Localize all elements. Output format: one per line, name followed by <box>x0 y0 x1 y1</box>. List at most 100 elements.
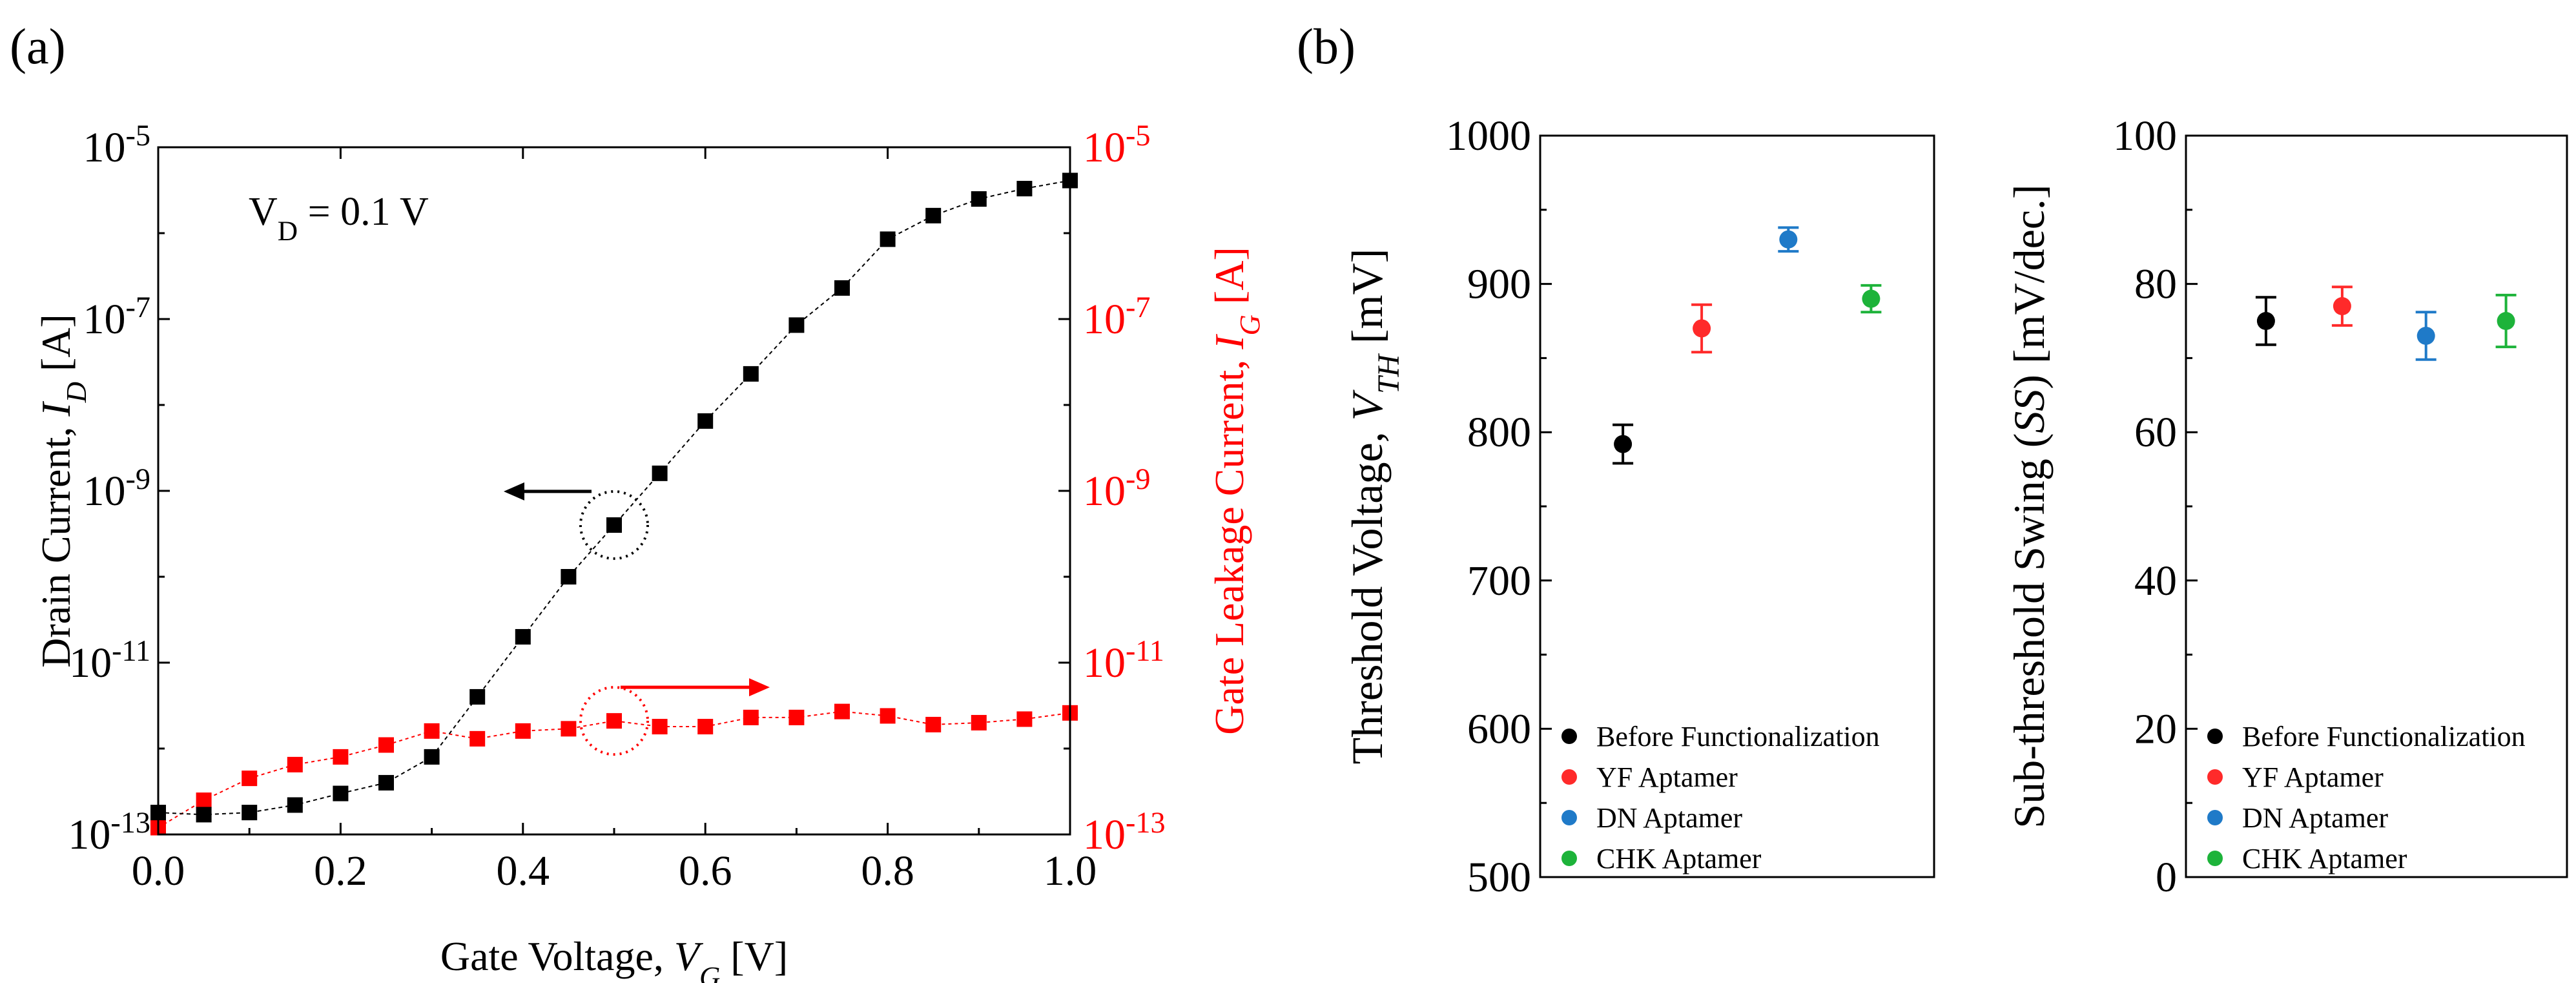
y-tick-label-left: 10-11 <box>69 634 150 687</box>
gate-current-point <box>743 709 759 725</box>
x-tick-label: 0.4 <box>497 847 550 895</box>
y-tick-label-right: 10-7 <box>1083 291 1150 344</box>
drain-current-point <box>333 785 349 802</box>
y-tick-label: 800 <box>1467 409 1531 456</box>
legend-label: CHK Aptamer <box>1596 843 1762 874</box>
y-axis-label: Sub-threshold Swing (SS) [mV/dec.] <box>2004 184 2054 828</box>
legend-marker <box>1561 729 1577 744</box>
y-tick-label-right: 10-5 <box>1083 119 1150 172</box>
y-tick-label: 500 <box>1467 854 1531 901</box>
gate-current-line <box>158 710 1071 829</box>
x-tick-label: 0.6 <box>679 847 732 895</box>
subthreshold-swing-chart: 0 20 40 60 80 100 Before Functionalization YF A… <box>2004 112 2568 901</box>
data-point <box>2416 326 2435 345</box>
drain-current-point <box>242 805 258 821</box>
legend-marker <box>1561 851 1577 866</box>
drain-current-point <box>378 774 394 791</box>
y-tick-label-left: 10-7 <box>83 291 150 344</box>
gate-current-point <box>561 721 577 737</box>
drain-highlight-circle <box>579 490 649 560</box>
y-tick-label: 1000 <box>1446 112 1531 160</box>
y-tick-label: 700 <box>1467 557 1531 605</box>
drain-current-point <box>561 569 577 585</box>
y-tick-label: 60 <box>2134 409 2177 456</box>
data-point <box>2256 312 2275 330</box>
drain-current-point <box>880 231 896 247</box>
y-tick-label: 40 <box>2134 557 2177 605</box>
legend-label: YF Aptamer <box>2242 761 2384 793</box>
legend-label: Before Functionalization <box>1596 721 1880 752</box>
legend-label: DN Aptamer <box>1596 802 1742 834</box>
gate-current-point <box>1016 711 1033 727</box>
y-tick-label-right: 10-9 <box>1083 462 1150 515</box>
y-tick-label: 600 <box>1467 705 1531 752</box>
gate-current-point <box>515 723 531 739</box>
gate-current-point <box>834 703 850 719</box>
gate-highlight-circle <box>579 686 649 756</box>
data-point <box>2497 312 2515 330</box>
x-tick-label: 1.0 <box>1044 847 1097 895</box>
drain-current-point <box>287 797 303 813</box>
data-point <box>1614 435 1633 453</box>
gate-axis-arrowhead <box>749 678 770 697</box>
y-tick-label: 100 <box>2113 112 2177 160</box>
x-axis-label: Gate Voltage, VG [V] <box>440 933 788 983</box>
drain-current-point <box>971 191 987 207</box>
drain-current-point <box>469 688 486 705</box>
gate-current-point <box>378 737 394 753</box>
data-point <box>1693 319 1711 338</box>
gate-current-point <box>469 730 486 747</box>
drain-current-point <box>743 366 759 382</box>
drain-current-point <box>606 517 622 533</box>
gate-current-point <box>287 756 303 772</box>
gate-current-point <box>971 714 987 730</box>
x-tick-label: 0.2 <box>314 847 367 895</box>
drain-current-point <box>925 207 942 223</box>
vd-annotation: VD = 0.1 V <box>249 190 429 247</box>
drain-current-point <box>834 280 850 296</box>
data-point <box>2333 297 2351 316</box>
legend-marker <box>2207 851 2223 866</box>
legend-marker <box>2207 810 2223 825</box>
legend-label: YF Aptamer <box>1596 761 1738 793</box>
drain-current-point <box>652 465 668 481</box>
y-tick-label: 80 <box>2134 261 2177 308</box>
legend-marker <box>1561 810 1577 825</box>
drain-current-point <box>515 628 531 645</box>
legend-label: DN Aptamer <box>2242 802 2388 834</box>
y-tick-label-left: 10-9 <box>83 462 150 515</box>
y-axis-label-right: Gate Leakage Current, IG [A] <box>1206 247 1266 735</box>
y-axis-label: Threshold Voltage, VTH [mV] <box>1343 249 1406 765</box>
gate-current-point <box>424 723 440 739</box>
legend-label: Before Functionalization <box>2242 721 2526 752</box>
gate-current-point <box>196 792 212 809</box>
gate-current-point <box>697 719 714 735</box>
gate-current-point <box>652 719 668 735</box>
gate-current-point <box>788 709 805 725</box>
gate-current-point <box>333 749 349 765</box>
y-tick-label: 20 <box>2134 705 2177 752</box>
gate-current-point <box>606 713 622 729</box>
y-tick-label-left: 10-5 <box>83 119 150 172</box>
x-tick-label: 0.8 <box>861 847 914 895</box>
legend-label: CHK Aptamer <box>2242 843 2407 874</box>
drain-current-point <box>697 413 714 429</box>
gate-current-point <box>925 716 942 732</box>
panel-a-label: (a) <box>10 18 66 74</box>
legend-marker <box>1561 769 1577 785</box>
y-tick-label-right: 10-11 <box>1083 634 1164 687</box>
y-tick-label-left: 10-13 <box>68 806 150 859</box>
y-tick-label: 900 <box>1467 261 1531 308</box>
y-tick-label-right: 10-13 <box>1083 806 1166 859</box>
data-point <box>1862 289 1880 308</box>
legend-marker <box>2207 769 2223 785</box>
y-tick-label: 0 <box>2156 854 2177 901</box>
y-axis-label-left: Drain Current, ID [A] <box>33 314 92 668</box>
drain-current-point <box>1016 181 1033 197</box>
data-point <box>1779 230 1798 249</box>
drain-axis-arrowhead <box>504 482 524 501</box>
drain-current-point <box>788 317 805 333</box>
gate-current-point <box>242 771 258 787</box>
